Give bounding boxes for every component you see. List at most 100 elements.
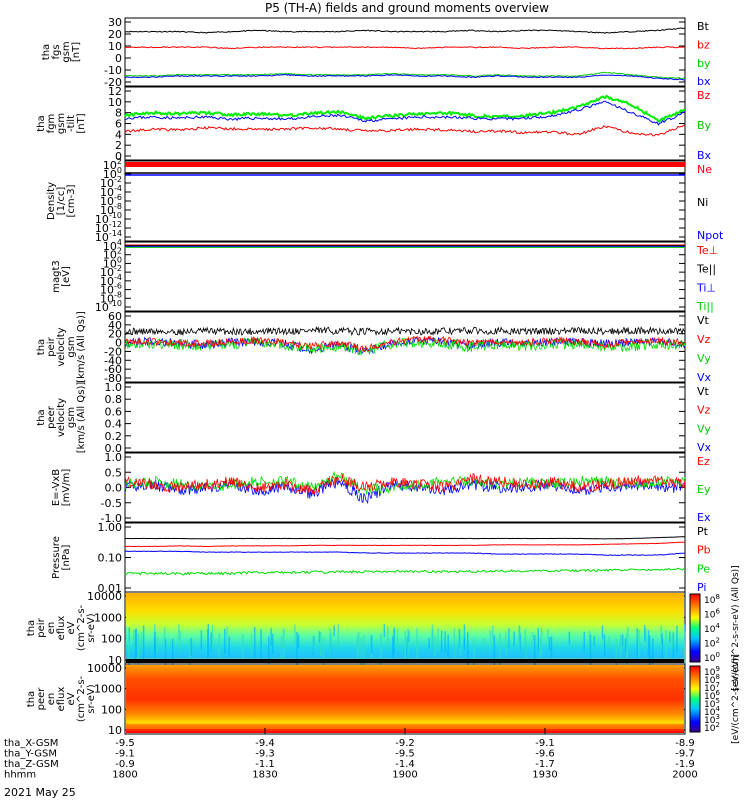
- y-axis-label: tha: [26, 620, 37, 636]
- date-label: 2021 May 25: [4, 786, 76, 799]
- tick-base: 10: [100, 292, 114, 305]
- spectrogram-streak: [533, 635, 536, 665]
- y-axis-label: peir: [36, 617, 47, 637]
- spectrogram-streak: [370, 634, 373, 654]
- spectrogram-streak: [296, 631, 298, 667]
- y-tick-label: 100: [103, 166, 122, 181]
- spectrogram-streak: [179, 631, 181, 654]
- tick-base: 10: [704, 654, 716, 664]
- y-axis-label: (cm^2-s-: [76, 604, 87, 651]
- colorbar-tick-label: 103: [704, 713, 720, 726]
- tick-base: 10: [100, 266, 114, 279]
- spectrogram-streak: [627, 627, 629, 657]
- panel-efield: 1.0 0.5 0.0 -0.5 -1.0 E=-VxB [mV/m] Ez Ey Ex: [51, 451, 711, 525]
- series-line-Ez: [124, 472, 686, 495]
- y-axis-label: magt3: [51, 260, 62, 293]
- legend-entry: Bz: [697, 89, 711, 102]
- y-axis-label: peir: [46, 336, 57, 356]
- spectrogram-streak: [444, 631, 446, 653]
- legend-entry: Pe: [697, 562, 710, 575]
- spectrogram-streak: [392, 636, 394, 661]
- x-row-label: tha_Y-GSM: [4, 749, 57, 760]
- y-axis-label: -tilt: [66, 115, 77, 132]
- spectrogram-streak: [493, 635, 496, 667]
- tick-exponent: -6: [114, 282, 122, 291]
- spectrogram-streak: [513, 631, 515, 647]
- x-tick-label: -9.5: [395, 749, 415, 760]
- spectrogram-streak: [163, 627, 166, 654]
- y-axis-label: [mV/m]: [61, 469, 72, 507]
- y-tick-label: 10-2: [100, 175, 122, 190]
- spectrogram-streak: [407, 628, 409, 659]
- spectrogram-streak: [357, 631, 360, 656]
- y-tick-label: 10-8: [100, 290, 122, 305]
- tick-exponent: 0: [117, 255, 122, 264]
- legend-entry: Pb: [697, 544, 711, 557]
- spectrogram-streak: [601, 625, 604, 640]
- x-row-label: tha_X-GSM: [4, 738, 58, 749]
- spectrogram-streak: [638, 629, 640, 658]
- x-tick-label: 2000: [672, 770, 697, 781]
- y-axis-label: tha: [36, 339, 47, 355]
- plot-title: P5 (TH-A) fields and ground moments over…: [265, 1, 549, 15]
- legend-entry: Ti||: [696, 300, 714, 313]
- spectrogram-streak: [380, 633, 382, 665]
- spectrogram-streak: [593, 635, 595, 647]
- legend-entry: Vz: [697, 404, 711, 417]
- spectrogram-streak: [463, 636, 466, 650]
- tick-base: 10: [704, 716, 716, 726]
- panel-frame: [124, 382, 686, 453]
- legend-entry: By: [697, 119, 712, 132]
- spectrogram-streak: [408, 631, 410, 642]
- y-tick-label: 1.0: [105, 451, 123, 464]
- colorbar-tick-label: 105: [704, 697, 720, 710]
- tick-exponent: 2: [715, 637, 719, 645]
- legend-entry: Vy: [697, 422, 711, 435]
- y-axis-label: eV: [66, 621, 77, 634]
- y-tick-label: 1.00: [98, 521, 123, 534]
- tick-base: 10: [704, 700, 716, 710]
- y-tick-label: 10: [108, 96, 122, 109]
- x-tick-label: -9.1: [535, 738, 555, 749]
- y-tick-label: -1.0: [101, 512, 122, 525]
- series-line-Vt: [124, 326, 686, 337]
- tick-exponent: 0: [715, 651, 719, 659]
- y-tick-label: 60: [108, 310, 122, 323]
- y-tick-label: 10: [108, 724, 122, 737]
- spectrogram-streak: [489, 629, 492, 647]
- y-tick-label: 10-8: [100, 202, 122, 217]
- spectrogram-streak: [294, 624, 296, 644]
- tick-base: 10: [103, 159, 117, 172]
- tick-base: 10: [704, 640, 716, 650]
- spectrogram-streak: [676, 625, 678, 653]
- spectrogram-streak: [200, 630, 203, 650]
- colorbar-tick-label: 106: [704, 608, 720, 621]
- x-tick-label: -1.7: [535, 759, 555, 770]
- y-axis-label: (cm^2-s-: [76, 675, 87, 722]
- colorbar-tick-label: 108: [704, 673, 720, 686]
- spectrogram-streak: [548, 637, 551, 651]
- spectrogram-streak: [171, 638, 174, 666]
- spectrogram-streak: [128, 630, 130, 665]
- tick-base: 10: [704, 676, 716, 686]
- spectrogram-streak: [492, 625, 494, 646]
- x-tick-label: 1830: [252, 770, 277, 781]
- spectrogram-streak: [603, 634, 606, 657]
- y-tick-label: 104: [103, 238, 122, 253]
- spectrogram-streak: [647, 630, 650, 657]
- spectrogram-streak: [621, 634, 624, 646]
- y-tick-label: 0.2: [105, 430, 123, 443]
- spectrogram-streak: [363, 635, 365, 671]
- y-axis-label: [nT]: [71, 42, 82, 62]
- spectrogram-peer: [126, 665, 684, 733]
- y-axis-label: velocity: [56, 327, 67, 366]
- y-tick-label: 0.0: [105, 482, 123, 495]
- tick-exponent: 9: [715, 665, 719, 673]
- spectrogram-streak: [608, 636, 610, 649]
- spectrogram-streak: [652, 638, 654, 665]
- legend-entry: bz: [697, 38, 710, 51]
- x-row-label: hhmm: [4, 770, 36, 781]
- y-axis-label: fgs: [51, 44, 62, 59]
- spectrogram-streak: [428, 638, 430, 649]
